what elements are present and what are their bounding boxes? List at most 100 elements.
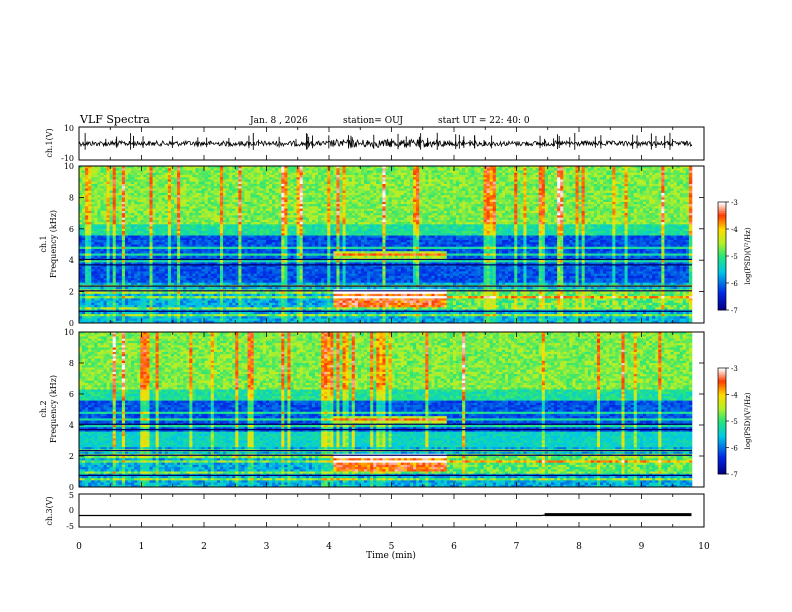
spectrogram-cell <box>223 195 227 198</box>
spectrogram-cell <box>281 293 285 297</box>
spectrogram-cell <box>275 188 279 191</box>
spectrogram-cell <box>164 255 169 259</box>
spectrogram-cell <box>244 170 248 174</box>
spectrogram-cell <box>131 192 135 196</box>
spectrogram-cell <box>204 201 209 205</box>
spectrogram-cell <box>121 271 126 274</box>
spectrogram-cell <box>140 269 144 272</box>
spectrogram-cell <box>204 213 209 216</box>
spectrogram-cell <box>143 179 147 182</box>
spectrogram-cell <box>134 188 138 191</box>
spectrogram-cell <box>262 311 267 315</box>
spectrogram-cell <box>100 282 104 286</box>
spectrogram-cell <box>112 204 117 207</box>
spectrogram-cell <box>91 291 95 295</box>
spectrogram-cell <box>189 190 193 194</box>
spectrogram-cell <box>180 168 184 171</box>
spectrogram-cell <box>247 195 251 198</box>
spectrogram-cell <box>244 271 248 274</box>
spectrogram-cell <box>88 266 92 270</box>
spectrogram-cell <box>91 219 95 223</box>
spectrogram-cell <box>232 215 236 218</box>
spectrogram-cell <box>124 293 129 297</box>
spectrogram-cell <box>121 314 126 317</box>
spectrogram-cell <box>152 206 156 209</box>
spectrogram-cell <box>290 174 294 178</box>
spectrogram-cell <box>232 210 236 214</box>
spectrogram-cell <box>250 206 254 209</box>
spectrogram-cell <box>213 244 218 248</box>
spectrogram-cell <box>128 316 132 319</box>
spectrogram-cell <box>235 197 239 200</box>
spectrogram-cell <box>118 314 123 317</box>
spectrogram-cell <box>155 255 159 259</box>
spectrogram-cell <box>204 204 209 207</box>
spectrogram-cell <box>265 204 270 207</box>
spectrogram-cell <box>284 264 288 268</box>
spectrogram-cell <box>164 302 169 306</box>
spectrogram-cell <box>158 190 163 194</box>
spectrogram-cell <box>143 201 147 205</box>
spectrogram-cell <box>170 253 175 257</box>
spectrogram-cell <box>195 237 199 241</box>
spectrogram-cell <box>198 174 202 178</box>
spectrogram-cell <box>250 190 254 194</box>
spectrogram-cell <box>94 251 98 254</box>
spectrogram-cell <box>137 260 141 263</box>
spectrogram-cell <box>253 278 258 281</box>
spectrogram-cell <box>213 307 218 310</box>
spectrogram-cell <box>140 316 144 319</box>
spectrogram-cell <box>195 260 199 263</box>
spectrogram-cell <box>94 244 98 248</box>
spectrogram-cell <box>82 179 86 182</box>
spectrogram-cell <box>238 242 242 245</box>
spectrogram-cell <box>174 228 178 232</box>
spectrogram-cell <box>115 174 120 178</box>
spectrogram-cell <box>201 244 205 248</box>
spectrogram-cell <box>161 219 166 223</box>
spectrogram-cell <box>226 248 230 252</box>
spectrogram-cell <box>223 183 227 187</box>
spectrogram-cell <box>134 314 138 317</box>
spectrogram-cell <box>207 275 212 279</box>
spectrogram-cell <box>275 199 279 203</box>
spectrogram-cell <box>232 174 236 178</box>
spectrogram-cell <box>219 298 224 301</box>
spectrogram-cell <box>97 224 101 227</box>
spectrogram-cell <box>223 166 227 169</box>
spectrogram-cell <box>121 266 126 270</box>
spectrogram-cell <box>88 168 92 171</box>
spectrogram-cell <box>275 282 279 286</box>
spectrogram-cell <box>183 244 187 248</box>
spectrogram-cell <box>207 251 212 254</box>
spectrogram-cell <box>174 208 178 212</box>
spectrogram-cell <box>143 269 147 272</box>
spectrogram-cell <box>115 215 120 218</box>
spectrogram-cell <box>118 219 123 223</box>
spectrogram-cell <box>91 170 95 174</box>
spectrogram-cell <box>82 271 86 274</box>
spectrogram-cell <box>180 273 184 277</box>
spectrogram-cell <box>253 210 258 214</box>
spectrogram-cell <box>143 215 147 218</box>
spectrogram-cell <box>112 224 117 227</box>
spectrogram-cell <box>91 224 95 227</box>
spectrogram-cell <box>189 197 193 200</box>
spectrogram-cell <box>170 316 175 319</box>
spectrogram-cell <box>216 246 221 250</box>
spectrogram-cell <box>256 170 261 174</box>
spectrogram-cell <box>152 266 156 270</box>
spectrogram-cell <box>229 233 233 236</box>
spectrogram-cell <box>134 311 138 315</box>
spectrogram-cell <box>213 253 218 257</box>
spectrogram-cell <box>219 213 224 216</box>
spectrogram-cell <box>100 302 104 306</box>
spectrogram-cell <box>186 179 190 182</box>
spectrogram-cell <box>97 195 101 198</box>
spectrogram-cell <box>284 280 288 283</box>
spectrogram-cell <box>121 174 126 178</box>
spectrogram-cell <box>192 170 196 174</box>
spectrogram-cell <box>115 269 120 272</box>
spectrogram-cell <box>219 242 224 245</box>
spectrogram-cell <box>164 242 169 245</box>
